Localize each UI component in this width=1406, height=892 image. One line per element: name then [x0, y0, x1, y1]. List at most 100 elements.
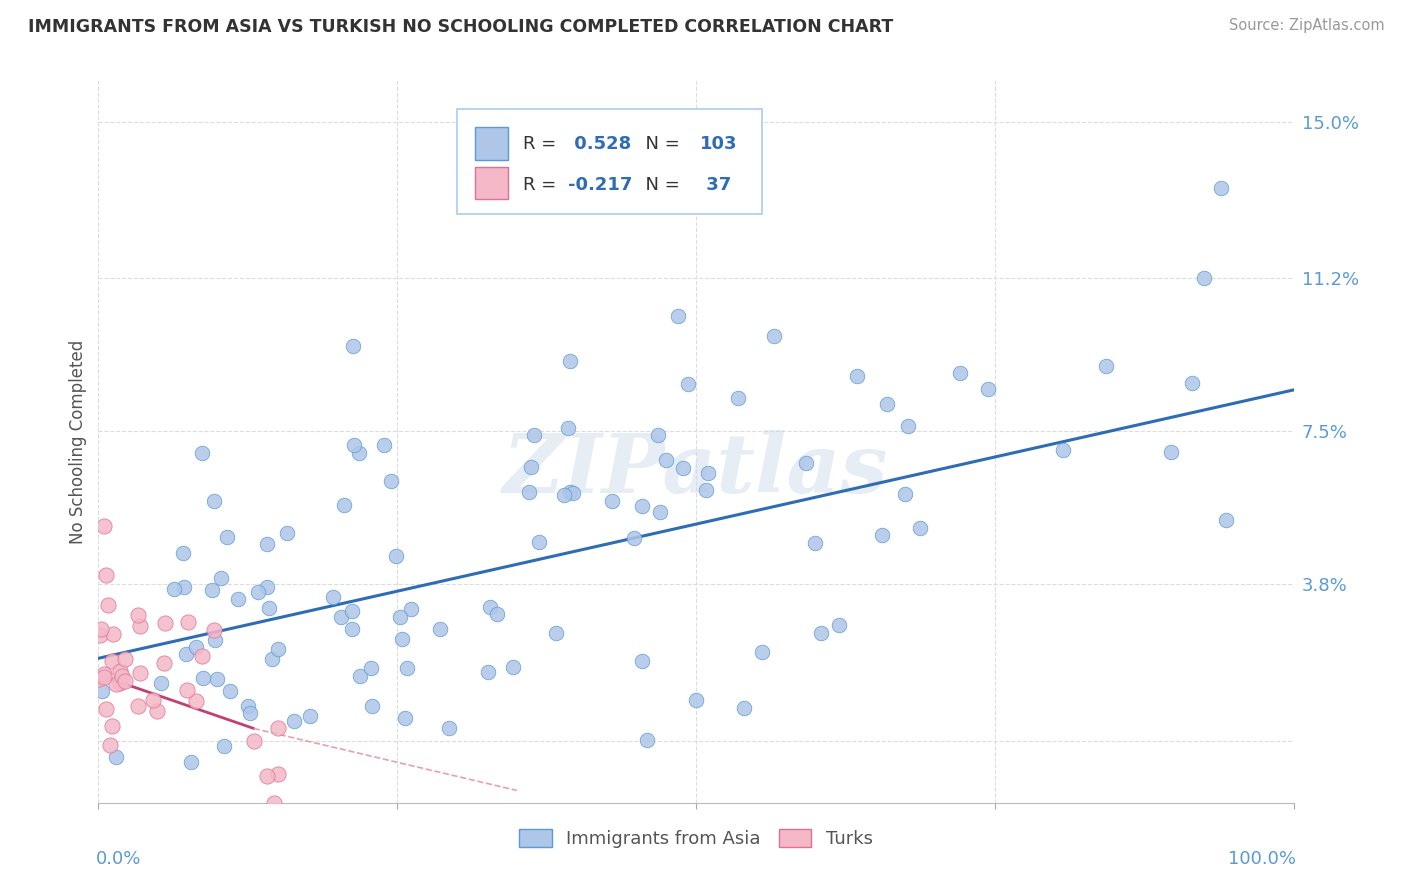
- Point: [90, 622, 112, 636]
- Point: [810, 626, 832, 640]
- Point: [191, 648, 214, 663]
- Point: [236, 698, 259, 713]
- Point: [247, 585, 270, 599]
- Point: [394, 711, 416, 725]
- Point: [733, 701, 755, 715]
- Point: [186, 694, 208, 708]
- Point: [267, 767, 290, 781]
- Point: [256, 536, 278, 550]
- Point: [215, 530, 238, 544]
- Point: [558, 484, 581, 499]
- Point: [191, 671, 214, 685]
- Point: [204, 633, 226, 648]
- Point: [666, 309, 689, 323]
- Point: [478, 599, 501, 614]
- Point: [602, 494, 624, 508]
- Point: [553, 488, 575, 502]
- Point: [205, 672, 228, 686]
- Point: [636, 732, 658, 747]
- Point: [91, 684, 114, 698]
- Point: [322, 590, 344, 604]
- Point: [623, 531, 645, 545]
- Text: N =: N =: [634, 176, 685, 194]
- Point: [977, 382, 1000, 396]
- Point: [299, 709, 322, 723]
- Point: [395, 661, 418, 675]
- Point: [876, 397, 898, 411]
- Point: [523, 428, 546, 442]
- Point: [804, 535, 827, 549]
- Point: [201, 582, 224, 597]
- Point: [114, 673, 136, 688]
- Point: [485, 607, 508, 621]
- Point: [870, 528, 893, 542]
- Point: [846, 369, 869, 384]
- Text: 0.528: 0.528: [568, 135, 631, 153]
- Point: [360, 699, 382, 714]
- Point: [98, 738, 122, 752]
- Point: [267, 722, 290, 736]
- Point: [93, 667, 115, 681]
- Point: [176, 683, 198, 698]
- Text: Source: ZipAtlas.com: Source: ZipAtlas.com: [1229, 18, 1385, 33]
- Point: [239, 706, 262, 720]
- Point: [1215, 513, 1237, 527]
- Point: [360, 661, 382, 675]
- Point: [340, 604, 363, 618]
- Point: [129, 619, 152, 633]
- Point: [153, 616, 176, 631]
- Point: [685, 692, 707, 706]
- Point: [177, 615, 200, 629]
- Point: [146, 704, 169, 718]
- FancyBboxPatch shape: [457, 109, 762, 214]
- Point: [108, 676, 131, 690]
- Y-axis label: No Schooling Completed: No Schooling Completed: [69, 340, 87, 543]
- Text: R =: R =: [523, 135, 561, 153]
- Point: [111, 669, 134, 683]
- Point: [828, 618, 851, 632]
- Point: [672, 461, 695, 475]
- Text: IMMIGRANTS FROM ASIA VS TURKISH NO SCHOOLING COMPLETED CORRELATION CHART: IMMIGRANTS FROM ASIA VS TURKISH NO SCHOO…: [28, 18, 893, 36]
- Point: [89, 672, 111, 686]
- Point: [389, 609, 412, 624]
- Point: [100, 654, 122, 668]
- Point: [648, 505, 671, 519]
- Point: [101, 719, 124, 733]
- Point: [697, 466, 720, 480]
- Point: [150, 676, 173, 690]
- Point: [105, 677, 128, 691]
- Point: [256, 580, 278, 594]
- Point: [263, 796, 285, 810]
- Text: R =: R =: [523, 176, 561, 194]
- Point: [172, 545, 194, 559]
- Point: [1192, 271, 1215, 285]
- Point: [631, 499, 654, 513]
- Point: [1209, 181, 1232, 195]
- Point: [949, 366, 972, 380]
- Point: [96, 568, 118, 582]
- Point: [373, 438, 395, 452]
- Bar: [475, 128, 509, 160]
- Point: [127, 698, 149, 713]
- Point: [243, 734, 266, 748]
- Point: [97, 598, 120, 612]
- Point: [101, 627, 124, 641]
- Point: [910, 521, 932, 535]
- Point: [219, 684, 242, 698]
- Point: [153, 657, 176, 671]
- Point: [127, 607, 149, 622]
- Point: [1094, 359, 1116, 373]
- Point: [283, 714, 305, 728]
- Point: [209, 571, 232, 585]
- Point: [128, 665, 150, 680]
- Point: [562, 485, 585, 500]
- Point: [676, 377, 699, 392]
- Point: [212, 739, 235, 753]
- Point: [260, 652, 283, 666]
- Point: [142, 693, 165, 707]
- Point: [343, 437, 366, 451]
- Text: ZIPatlas: ZIPatlas: [503, 431, 889, 510]
- Point: [477, 665, 499, 679]
- Text: 37: 37: [700, 176, 731, 194]
- Point: [751, 645, 773, 659]
